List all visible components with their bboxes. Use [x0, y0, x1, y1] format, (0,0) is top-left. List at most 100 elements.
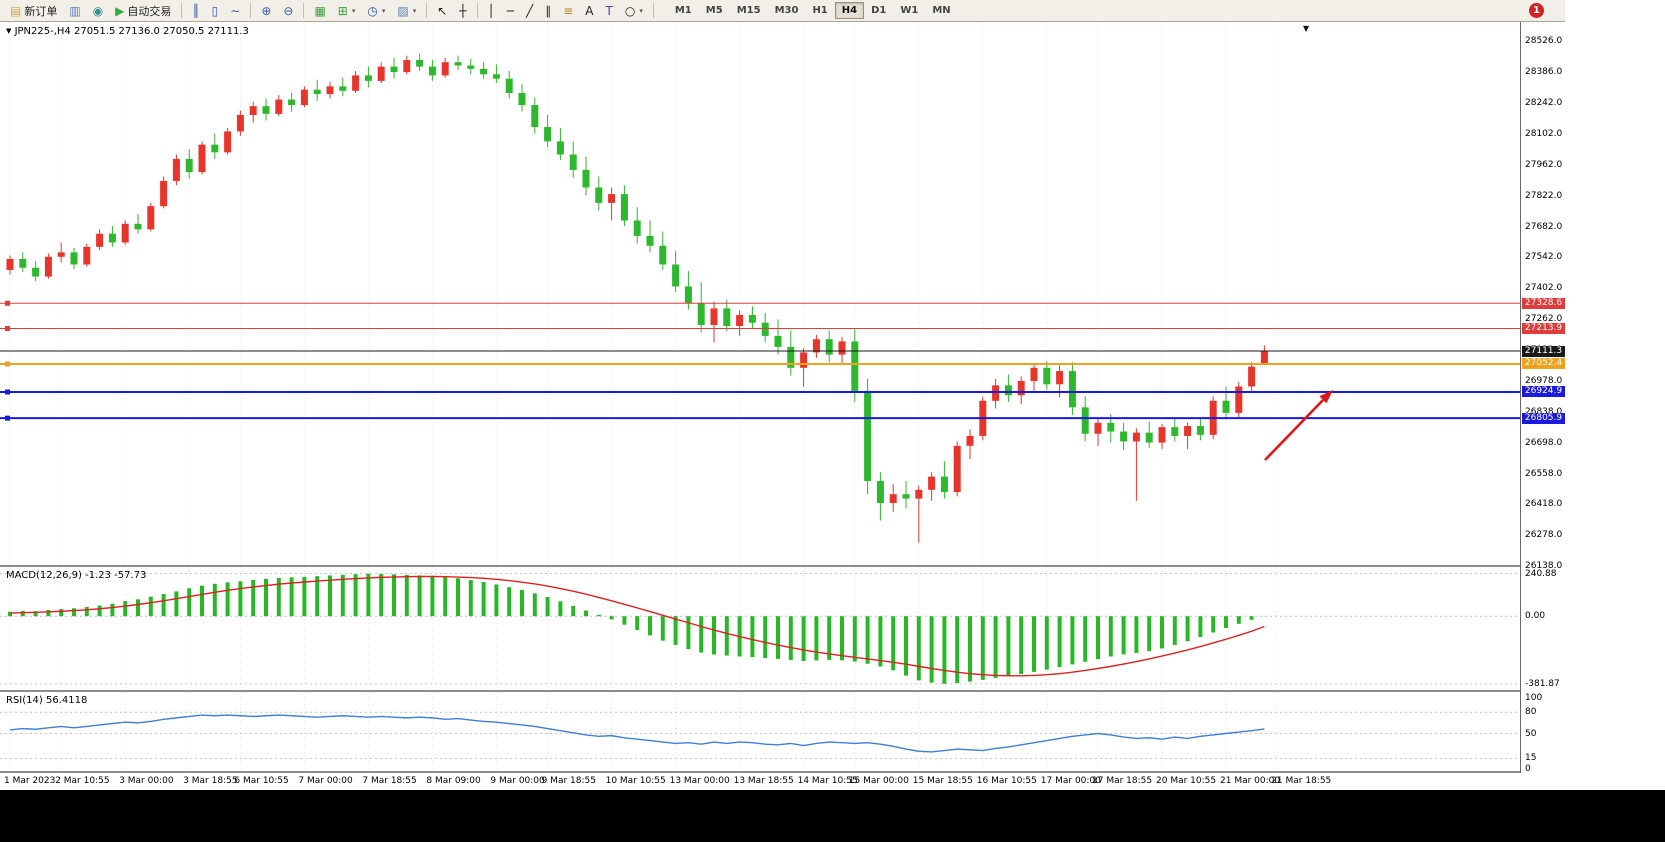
candle-body — [902, 494, 910, 499]
text-icon[interactable]: A — [579, 1, 599, 21]
zoom-in-icon-glyph: ⊕ — [261, 3, 272, 18]
candle-body — [275, 99, 283, 114]
chart-window[interactable]: 1 Mar 2023 2 Mar 10:55 3 Mar 00:00 3 Mar 18… — [0, 22, 1565, 790]
candle-body — [1184, 426, 1192, 436]
price-tick: 28386.0 — [1525, 66, 1563, 77]
resistance-line-1-anchor[interactable] — [5, 300, 10, 306]
pane-separator[interactable] — [0, 565, 1565, 567]
candle-body — [1068, 371, 1076, 408]
arrow-annotation[interactable] — [1253, 386, 1348, 471]
crosshair-icon-glyph: ┼ — [459, 3, 467, 18]
cursor-icon[interactable]: ↖ — [431, 1, 453, 21]
time-label: 9 Mar 00:00 — [490, 776, 545, 786]
template-button[interactable]: ▨ ▾ — [391, 1, 422, 21]
time-label: 8 Mar 09:00 — [426, 776, 481, 786]
shapes-button[interactable]: ○ ▾ — [619, 1, 649, 21]
candle-body — [672, 264, 680, 287]
candle-body — [928, 476, 936, 490]
candle-body — [288, 99, 296, 106]
crosshair-icon[interactable]: ┼ — [453, 1, 472, 21]
candle-body — [428, 66, 436, 76]
timeframe-m30-button[interactable]: M30 — [774, 5, 799, 16]
rsi-pane[interactable] — [0, 692, 1520, 771]
macd-pane[interactable] — [0, 567, 1520, 690]
dropdown-caret-icon: ▾ — [381, 6, 386, 15]
scroll-to-end-icon[interactable]: ▼ — [1303, 24, 1310, 33]
tile-windows-icon[interactable]: ▦ — [308, 1, 331, 21]
timeframe-w1-button[interactable]: W1 — [900, 5, 919, 16]
time-label: 3 Mar 00:00 — [119, 776, 174, 786]
horizontal-line-icon[interactable]: ─ — [501, 1, 520, 21]
price-tick: 27542.0 — [1525, 252, 1563, 263]
channel-icon[interactable]: ∥ — [539, 1, 557, 21]
support-line-2-anchor[interactable] — [5, 415, 10, 421]
candle-body — [249, 106, 257, 115]
support-line-1-anchor[interactable] — [5, 389, 10, 395]
line-chart-icon[interactable]: ∼ — [224, 1, 246, 21]
dropdown-caret-icon: ▾ — [412, 6, 417, 15]
pivot-line-orange-anchor[interactable] — [5, 361, 10, 367]
toolbar-separator — [652, 3, 654, 18]
candle-body — [147, 206, 155, 230]
new-chart-button[interactable]: ⊞ ▾ — [332, 1, 362, 21]
candle-body — [1248, 366, 1256, 387]
candle-body — [851, 341, 859, 391]
candle-body — [1145, 432, 1153, 443]
navigator-icon[interactable]: ◉ — [87, 1, 109, 21]
notification-badge[interactable]: 1 — [1529, 3, 1544, 18]
price-pane[interactable] — [0, 22, 1520, 565]
window-menu-icon[interactable]: ▼ — [6, 27, 12, 35]
candle-body — [812, 339, 820, 353]
pane-separator[interactable] — [0, 771, 1565, 773]
bar-chart-icon[interactable]: ║ — [186, 1, 205, 21]
price-tick: 26698.0 — [1525, 437, 1563, 448]
candle-body — [172, 158, 180, 181]
candle-body — [595, 187, 603, 203]
resistance-line-2-anchor[interactable] — [5, 325, 10, 331]
trendline-icon[interactable]: ╱ — [520, 1, 539, 21]
dropdown-caret-icon: ▾ — [351, 6, 356, 15]
new-order-button-glyph: ▤ — [10, 3, 22, 18]
fibonacci-icon[interactable]: ≡ — [557, 1, 579, 21]
price-scale[interactable]: 28526.0 28386.0 28242.0 28102.0 27962.0 27822… — [1520, 22, 1565, 774]
candlestick-chart-icon[interactable]: ▯ — [206, 1, 225, 21]
candle-body — [736, 315, 744, 327]
candle-body — [19, 258, 27, 268]
macd-signal-line — [9, 575, 1265, 677]
price-tick: 28526.0 — [1525, 36, 1563, 46]
new-order-button[interactable]: ▤ 新订单 — [4, 1, 63, 21]
time-label: 13 Mar 18:55 — [733, 776, 794, 786]
chart-title-text: JPN225-,H4 27051.5 27136.0 27050.5 27111… — [14, 26, 249, 37]
candle-body — [723, 308, 731, 327]
label-icon-glyph: T — [605, 3, 613, 18]
candle-body — [134, 223, 142, 230]
timeframe-h1-button[interactable]: H1 — [812, 5, 828, 16]
macd-scale-label: -381.87 — [1525, 678, 1560, 689]
timeframe-d1-button[interactable]: D1 — [871, 5, 887, 16]
label-icon[interactable]: T — [600, 1, 619, 21]
candle-body — [108, 233, 116, 243]
macd-chart[interactable] — [0, 567, 1520, 690]
time-label: 9 Mar 18:55 — [541, 776, 596, 786]
candle-body — [1132, 432, 1140, 442]
profiles-button[interactable]: ◷ ▾ — [361, 1, 391, 21]
rsi-chart[interactable] — [0, 692, 1520, 771]
timeframe-m15-button[interactable]: M15 — [736, 5, 761, 16]
timeframe-mn-button[interactable]: MN — [932, 5, 951, 16]
price-tick: 26278.0 — [1525, 530, 1563, 541]
time-label: 21 Mar 18:55 — [1271, 776, 1332, 786]
candle-body — [864, 390, 872, 482]
charts-icon[interactable]: ▥ — [63, 1, 86, 21]
price-chart[interactable] — [0, 22, 1520, 565]
zoom-out-icon[interactable]: ⊖ — [277, 1, 299, 21]
candle-body — [121, 223, 129, 243]
pane-separator[interactable] — [0, 690, 1565, 692]
candle-body — [531, 105, 539, 128]
vertical-line-icon[interactable]: │ — [482, 1, 501, 21]
timeframe-m1-button[interactable]: M1 — [674, 5, 692, 16]
candle-body — [825, 339, 833, 355]
auto-trading-button[interactable]: ▶ 自动交易 — [109, 1, 177, 21]
zoom-in-icon[interactable]: ⊕ — [255, 1, 277, 21]
timeframe-m5-button[interactable]: M5 — [705, 5, 723, 16]
timeframe-h4-button[interactable]: H4 — [834, 2, 865, 19]
